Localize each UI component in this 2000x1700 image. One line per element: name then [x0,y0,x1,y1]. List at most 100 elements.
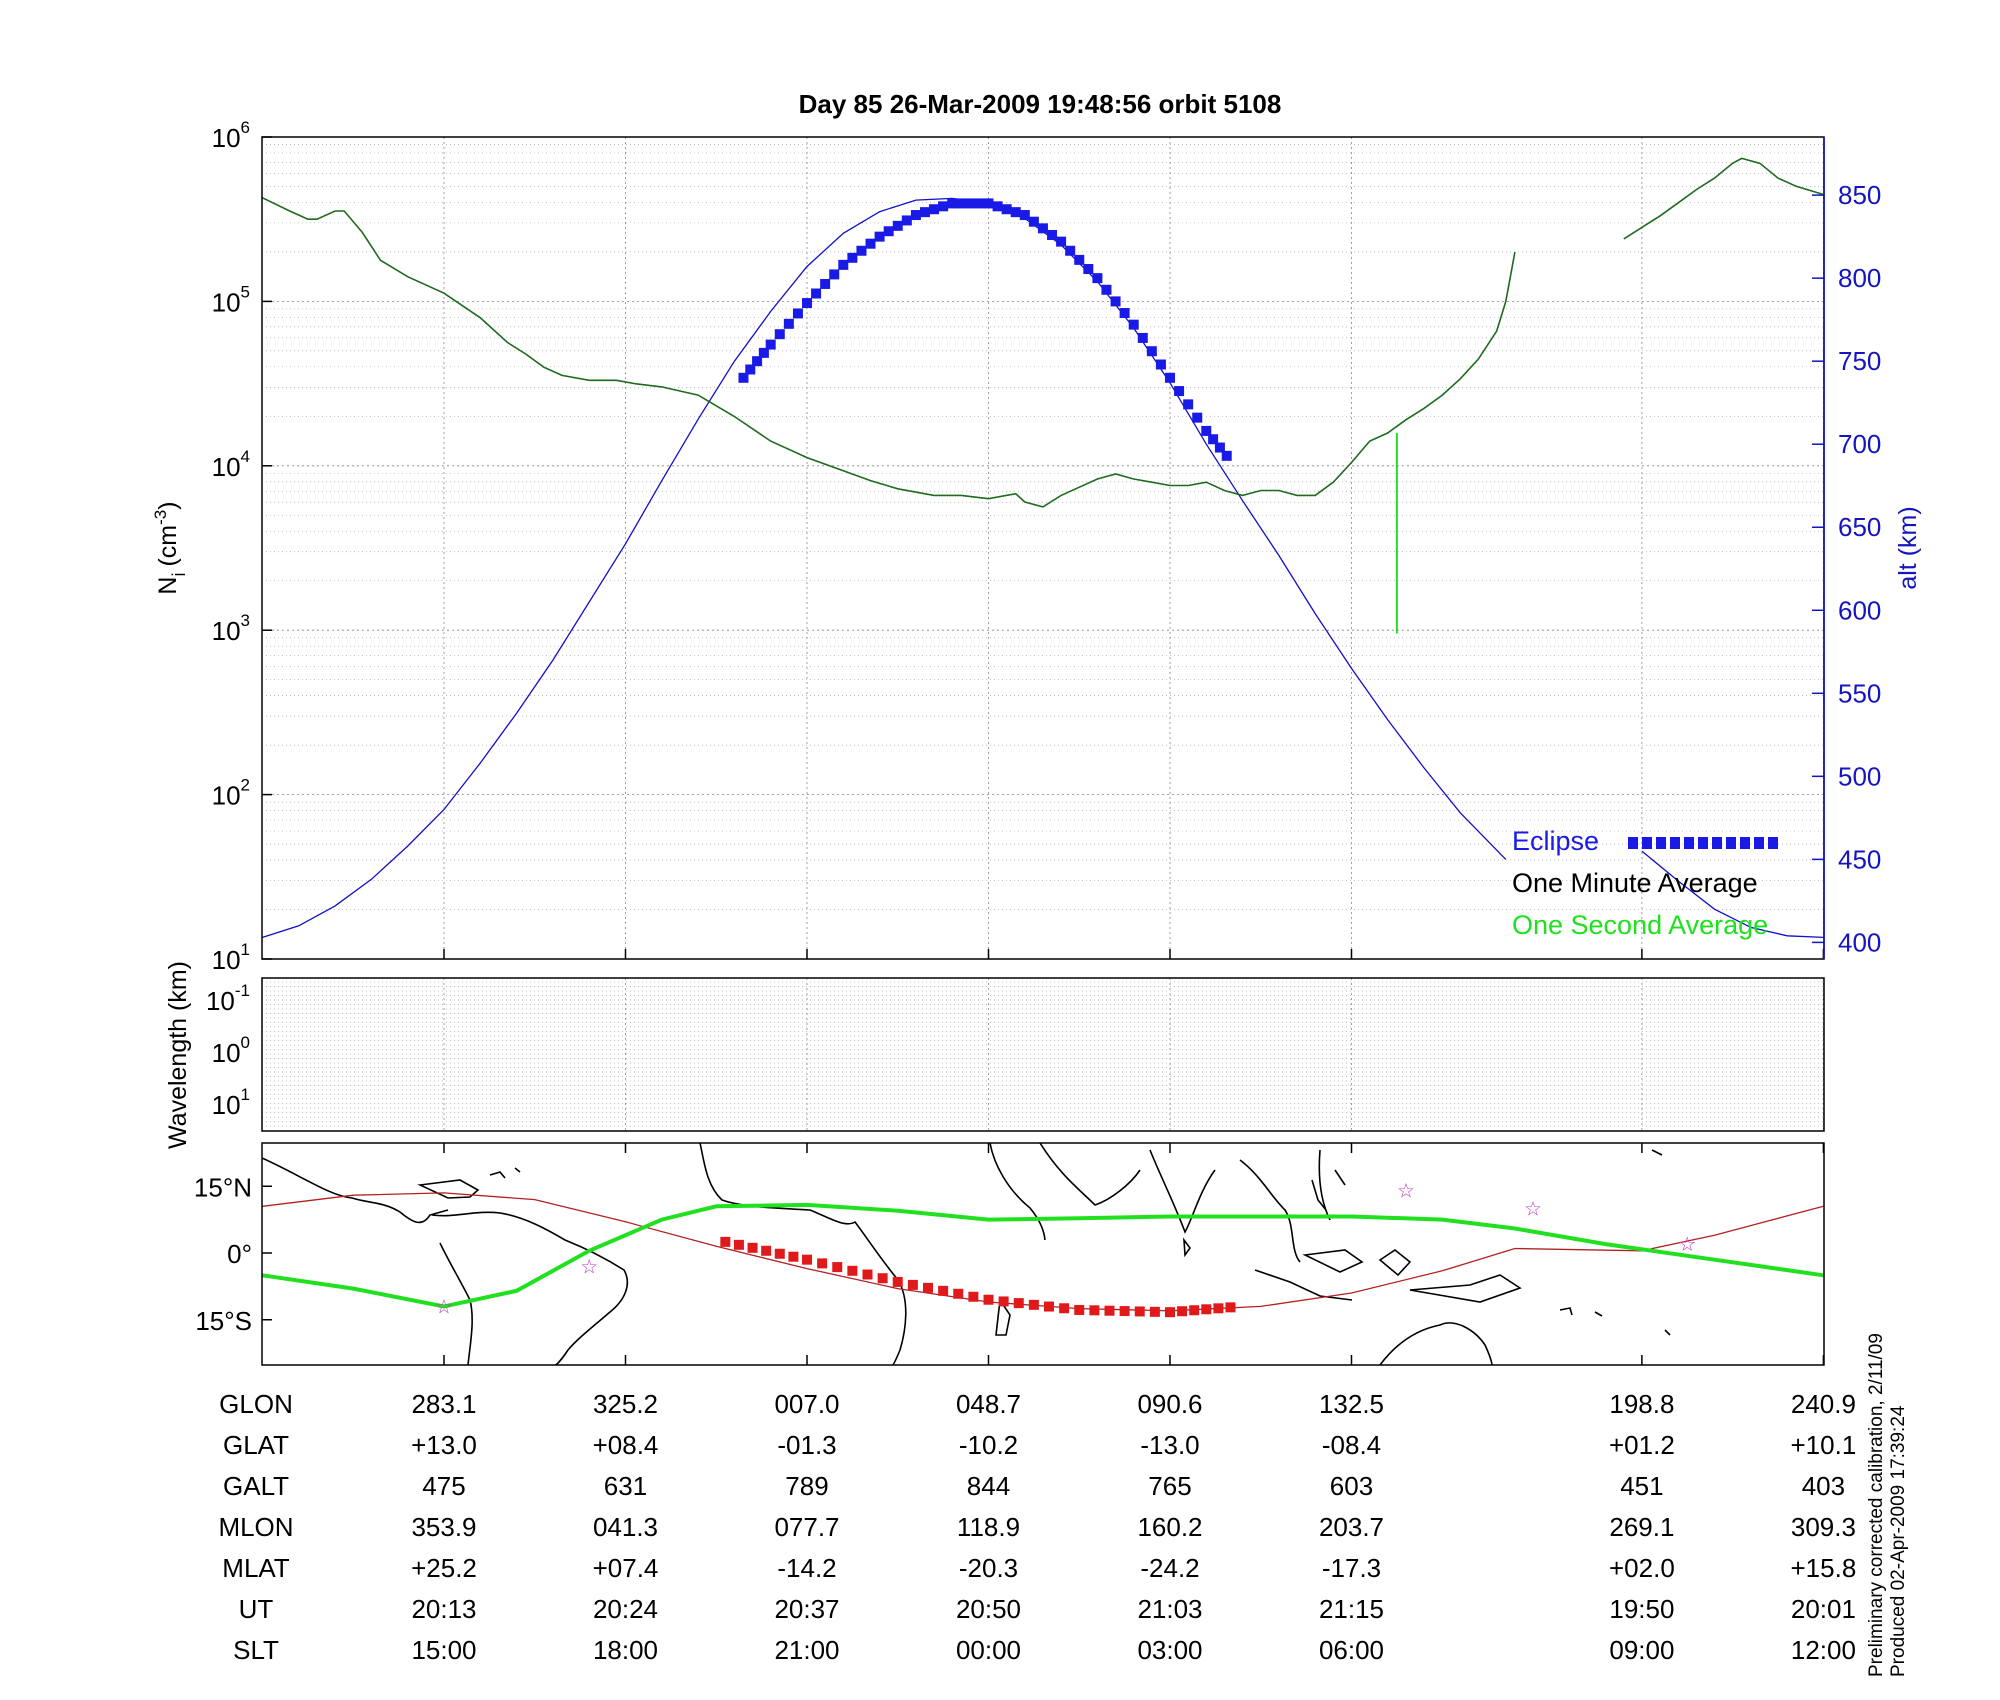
density-panel: 101 102 103 104 105 106 400 450 500 550 600 650 700… [151,118,1922,975]
legend-minute-label: One Minute Average [1512,868,1758,898]
table-cell: -24.2 [1140,1553,1199,1583]
table-cell: 20:01 [1791,1594,1856,1624]
eclipse-marker [1110,296,1121,307]
altitude-y-tick-label: 750 [1838,346,1881,376]
star-marker: ☆ [1678,1234,1696,1256]
eclipse-marker [1137,332,1148,343]
table-row-label: GALT [223,1471,289,1501]
eclipse-track-marker [1013,1298,1024,1309]
footnote-produced: Produced 02-Apr-2009 17:39:24 [1888,1405,1909,1677]
eclipse-marker [1201,425,1212,436]
eclipse-marker [847,252,858,263]
density-y-label: Ni(cm-3) [151,501,189,594]
table-cell: 203.7 [1319,1512,1384,1542]
altitude-line [1641,850,1824,939]
legend-eclipse-marker [1628,837,1638,849]
map-y-ticks: 15°N 0° 15°S [194,1143,1825,1365]
table-cell: 21:03 [1137,1594,1202,1624]
eclipse-track-marker [968,1291,979,1302]
legend-eclipse-marker [1698,837,1708,849]
eclipse-marker [874,231,885,242]
map-panel: ☆ ☆ ☆ ☆ ☆ 15°N 0° 15°S [194,1142,1825,1366]
eclipse-track-marker [923,1282,933,1293]
eclipse-track-marker [983,1294,994,1305]
eclipse-marker [774,329,785,340]
coastline-caribbean-islands [489,1167,521,1179]
eclipse-track-marker [747,1242,758,1253]
table-cell: 20:13 [411,1594,476,1624]
eclipse-marker [1208,434,1219,445]
coastline-central-america [262,1157,449,1224]
map-axes-frame [261,1142,1825,1366]
star-marker: ☆ [435,1296,453,1318]
coastline-se-asia [1239,1149,1331,1263]
eclipse-marker [1028,216,1039,227]
eclipse-track-marker [938,1285,949,1296]
altitude-line [262,197,1507,939]
legend-eclipse-marker [1670,837,1680,849]
eclipse-marker [1146,346,1157,357]
table-cell: 198.8 [1609,1389,1674,1419]
eclipse-marker [856,245,867,256]
eclipse-marker [1101,284,1112,295]
eclipse-marker [765,339,776,350]
coastline-cuba [417,1179,480,1199]
eclipse-track-marker [1225,1302,1236,1313]
star-marker: ☆ [580,1256,598,1278]
altitude-y-tick-label: 500 [1838,761,1881,791]
eclipse-marker [992,201,1003,212]
eclipse-track-marker [1028,1299,1039,1310]
legend-eclipse-marker [1684,837,1694,849]
eclipse-marker [983,198,994,209]
star-marker: ☆ [1524,1199,1542,1221]
table-cell: 007.0 [774,1389,839,1419]
altitude-y-label: alt (km) [1894,506,1922,589]
eclipse-track-marker [877,1273,888,1284]
eclipse-marker [1056,236,1067,247]
eclipse-marker [838,259,849,270]
one-minute-average-line [1623,157,1824,240]
eclipse-marker [910,210,921,221]
table-cell: 20:37 [774,1594,839,1624]
coastline-south-america [431,1211,629,1365]
legend-second-label: One Second Average [1512,910,1768,940]
chart-title: Day 85 26-Mar-2009 19:48:56 orbit 5108 [799,89,1282,119]
eclipse-marker [1047,229,1058,240]
table-cell: -14.2 [777,1553,836,1583]
legend-eclipse-marker [1642,837,1652,849]
eclipse-track-marker [774,1248,785,1259]
legend-eclipse-marker [1740,837,1750,849]
altitude-y-tick-label: 600 [1838,595,1881,625]
density-y-tick-label: 103 [212,611,250,646]
eclipse-marker [758,347,769,358]
map-y-tick-label: 0° [227,1239,252,1269]
wavelength-y-tick-label: 101 [212,1085,250,1120]
eclipse-marker [1010,207,1021,218]
density-y-tick-label: 105 [212,282,250,317]
table-cell: 03:00 [1137,1635,1202,1665]
table-cell: +07.4 [593,1553,659,1583]
table-cell: 20:50 [956,1594,1021,1624]
eclipse-marker [929,204,940,215]
legend-eclipse-swatch [1628,837,1778,849]
eclipse-track-marker [1149,1306,1160,1317]
table-cell: +15.8 [1791,1553,1857,1583]
table-cell: 090.6 [1137,1389,1202,1419]
eclipse-marker [1037,223,1048,234]
table-cell: -01.3 [777,1430,836,1460]
eclipse-track-marker [862,1269,873,1280]
table-cell: 844 [967,1471,1010,1501]
eclipse-track-marker [1134,1306,1145,1317]
legend-eclipse-marker [1768,837,1778,849]
table-cell: 631 [604,1471,647,1501]
coastline-philippines [1311,1169,1346,1211]
eclipse-track-marker [1213,1303,1224,1314]
wavelength-axes-frame [261,977,1825,1132]
table-cell: -10.2 [959,1430,1018,1460]
altitude-y-tick-label: 450 [1838,844,1881,874]
eclipse-marker [1019,210,1030,221]
coastline-arabia-india [1039,1143,1216,1234]
coastline-sri-lanka [1183,1237,1191,1258]
table-cell: 15:00 [411,1635,476,1665]
